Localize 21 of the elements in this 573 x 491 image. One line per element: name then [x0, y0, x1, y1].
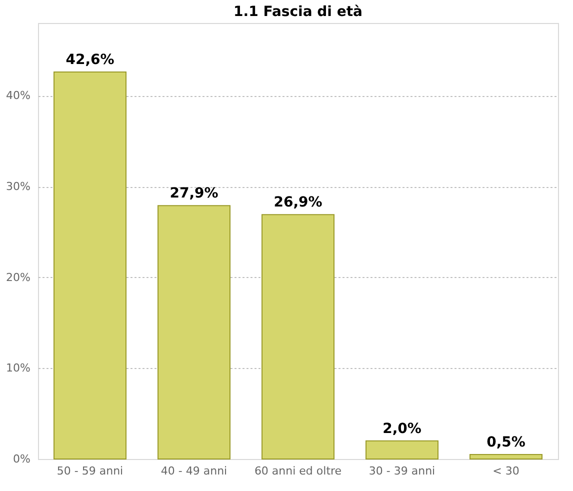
- x-tick-label: 60 anni ed oltre: [254, 464, 342, 478]
- data-label: 42,6%: [66, 52, 114, 68]
- bar: [54, 72, 126, 460]
- y-tick-label: 20%: [6, 270, 30, 284]
- bar: [366, 440, 438, 460]
- y-tick-label: 0%: [13, 452, 30, 466]
- chart-title: 1.1 Fascia di età: [234, 4, 362, 20]
- x-tick-label: < 30: [492, 464, 520, 478]
- x-tick-label: 40 - 49 anni: [160, 464, 228, 478]
- data-label: 27,9%: [170, 186, 218, 202]
- bar: [470, 454, 542, 460]
- y-tick-label: 10%: [6, 362, 30, 375]
- y-tick-label: 40%: [6, 89, 30, 102]
- data-label: 2,0%: [382, 420, 422, 437]
- data-label: 26,9%: [274, 194, 322, 211]
- y-tick-label: 30%: [6, 180, 30, 193]
- x-tick-label: 30 - 39 anni: [368, 464, 436, 478]
- bar: [262, 214, 334, 460]
- data-label: 0,5%: [486, 434, 526, 450]
- x-tick-label: 50 - 59 anni: [56, 464, 124, 478]
- bar: [158, 205, 230, 460]
